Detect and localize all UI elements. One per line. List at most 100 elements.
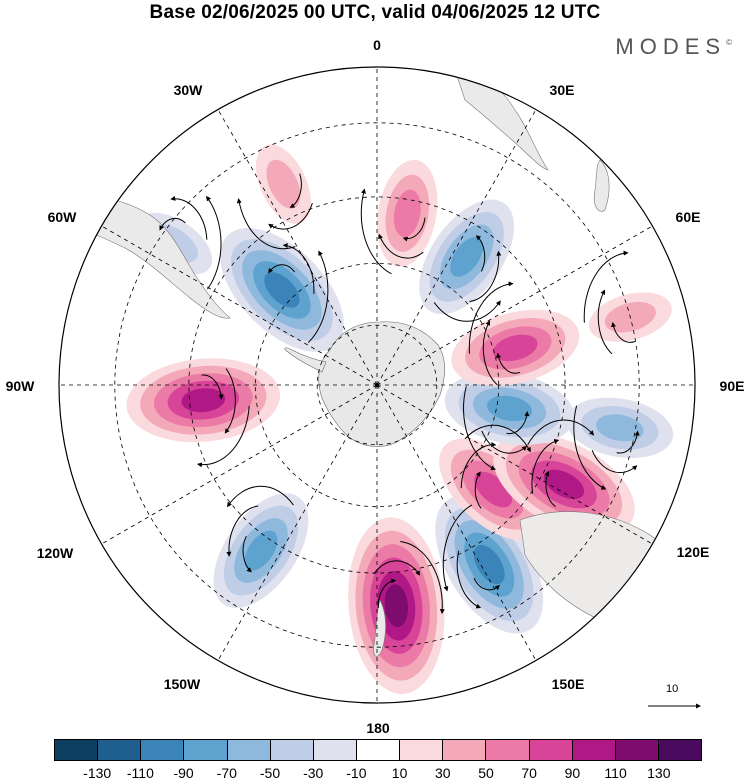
colorbar-segment xyxy=(529,740,573,760)
streamline xyxy=(456,550,482,609)
positive-anomaly-contour xyxy=(543,469,585,500)
streamline xyxy=(433,300,501,322)
streamline xyxy=(402,217,426,242)
brand-logo: MODES© xyxy=(615,34,732,60)
south-america-land xyxy=(59,195,231,319)
streamline xyxy=(360,188,392,275)
streamline xyxy=(464,424,531,453)
latitude-circle xyxy=(188,196,566,574)
streamline xyxy=(573,405,607,490)
colorbar-tick-label: 10 xyxy=(391,765,408,781)
streamline xyxy=(495,352,521,374)
colorbar-tick-label: -30 xyxy=(303,765,324,781)
lon-label-150w: 150W xyxy=(164,676,201,692)
colorbar-segment xyxy=(658,740,702,760)
lon-label-120w: 120W xyxy=(37,545,74,561)
negative-anomaly-contour xyxy=(486,395,533,422)
streamline xyxy=(597,289,613,355)
lon-label-60e: 60E xyxy=(676,209,701,225)
streamline xyxy=(474,471,482,509)
meridian-line xyxy=(376,225,653,386)
colorbar-tick-label: -110 xyxy=(126,765,154,781)
colorbar-segment xyxy=(98,740,142,760)
lon-label-0: 0 xyxy=(373,37,381,53)
colorbar-tick-label: -10 xyxy=(346,765,367,781)
streamline xyxy=(159,217,186,231)
brand-mark: © xyxy=(726,38,732,47)
meridian-line xyxy=(376,384,537,661)
map-boundary xyxy=(58,66,696,704)
wind-streamlines xyxy=(159,173,640,615)
lon-label-30e: 30E xyxy=(550,82,575,98)
streamline xyxy=(400,541,445,615)
colorbar-ticks: -130 -110 -90 -70 -50 -30 -10 10 30 50 70 90 110 130 xyxy=(0,765,750,783)
lon-label-150e: 150E xyxy=(552,676,585,692)
colorbar-segment xyxy=(270,740,314,760)
colorbar-segment xyxy=(55,740,99,760)
positive-anomaly-contour xyxy=(493,334,538,362)
colorbar-segment xyxy=(313,740,357,760)
streamline xyxy=(289,173,302,208)
colorbar-tick-label: -90 xyxy=(173,765,194,781)
streamline xyxy=(506,411,530,435)
streamline xyxy=(460,442,497,489)
colorbar-segment xyxy=(184,740,228,760)
streamline xyxy=(469,250,502,302)
meridian-line xyxy=(101,225,378,386)
colorbar-tick-label: 70 xyxy=(521,765,537,781)
meridian-line xyxy=(376,384,653,545)
madagascar-land xyxy=(593,159,610,212)
positive-anomaly-contour xyxy=(266,159,301,209)
lon-label-90w: 90W xyxy=(6,378,36,394)
colorbar-tick-label: -70 xyxy=(216,765,237,781)
lat-lon-grid xyxy=(59,67,695,703)
streamline xyxy=(463,386,496,471)
streamline xyxy=(527,419,595,446)
colorbar-segment xyxy=(486,740,530,760)
streamline xyxy=(236,198,296,250)
colorbar-segment xyxy=(400,740,444,760)
streamline xyxy=(591,450,638,473)
streamline xyxy=(242,535,252,573)
streamline xyxy=(307,250,329,343)
positive-anomaly-contour xyxy=(384,584,409,628)
positive-anomaly-contour xyxy=(393,189,421,238)
colorbar-segment xyxy=(443,740,487,760)
lon-label-120e: 120E xyxy=(677,544,710,560)
colorbar-tick-label: -50 xyxy=(259,765,281,781)
meridian-line xyxy=(376,109,537,386)
antarctic-peninsula xyxy=(284,347,327,373)
colorbar-tick-label: 90 xyxy=(564,765,581,781)
lon-label-30w: 30W xyxy=(174,82,204,98)
colorbar-segment xyxy=(615,740,659,760)
colorbar-segment xyxy=(141,740,185,760)
colorbar xyxy=(54,739,702,761)
streamline xyxy=(583,250,629,323)
streamline xyxy=(268,264,296,274)
streamline xyxy=(197,405,250,468)
meridian-line xyxy=(217,109,378,386)
colorbar-tick-label: 30 xyxy=(435,765,451,781)
positive-anomaly-contour xyxy=(181,388,226,413)
colorbar-segment xyxy=(356,740,401,760)
streamline xyxy=(170,195,208,240)
streamline xyxy=(282,243,315,294)
meridian-line xyxy=(101,384,378,545)
colorbar-tick-label: 110 xyxy=(604,765,627,781)
anomaly-field xyxy=(126,144,674,694)
negative-anomaly-contour xyxy=(473,544,505,585)
colorbar-segment xyxy=(227,740,271,760)
streamline xyxy=(611,321,636,343)
streamline xyxy=(378,233,424,259)
negative-anomaly-contour xyxy=(264,272,300,308)
colorbar-tick-label: -130 xyxy=(83,765,112,781)
streamline xyxy=(468,281,514,354)
brand-text: MODES xyxy=(615,34,727,59)
streamline xyxy=(481,430,528,454)
streamline xyxy=(442,504,473,592)
negative-anomaly-contour xyxy=(450,236,484,277)
lon-label-60w: 60W xyxy=(48,209,78,225)
streamline xyxy=(373,560,421,576)
latitude-circle xyxy=(114,122,640,648)
streamline xyxy=(201,374,224,400)
